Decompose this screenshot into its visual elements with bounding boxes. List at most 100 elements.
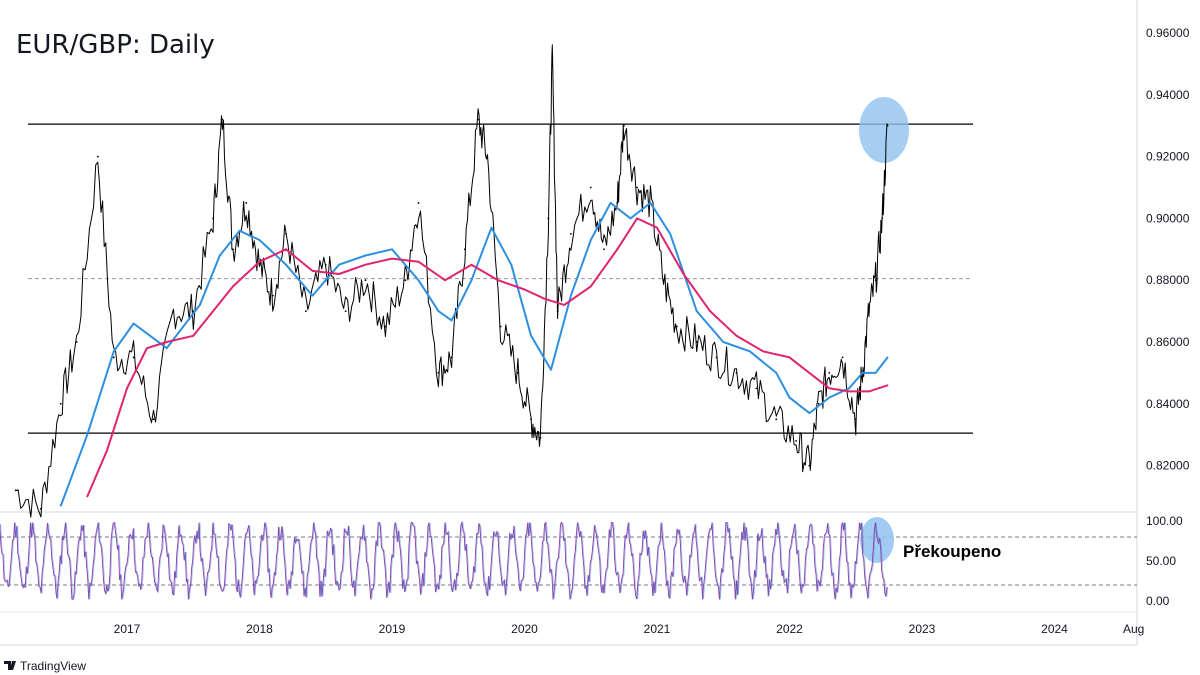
fast-ma-point [437,310,440,312]
price-point [603,248,605,251]
oscillator-tick-label: 0.00 [1146,594,1170,608]
oscillator-series-group [0,520,889,601]
time-tick-label: Aug [1123,622,1144,636]
overbought-price-circle [859,97,909,163]
slow-ma-point [788,356,791,359]
price-point [417,202,420,204]
fast-ma-point [629,217,632,220]
fast-ma-point [165,347,168,350]
fast-ma-point [258,239,261,241]
time-tick-label: 2023 [909,622,936,636]
price-point [112,356,115,359]
price-point [881,217,884,220]
slow-ma-point [212,310,215,312]
price-tick-label: 0.86000 [1146,335,1190,349]
tradingview-logo-icon [4,661,16,670]
fast-ma-point [391,248,393,251]
price-point [795,439,798,442]
fast-ma-point [886,356,889,359]
price-point [828,372,831,374]
fast-ma-point [748,350,751,353]
fast-ma-point [848,387,851,390]
tradingview-logo[interactable]: TradingView [4,659,86,673]
price-point [841,356,844,359]
fast-ma-point [569,294,572,297]
price-point [285,232,287,235]
price-point [486,155,489,158]
slow-ma-point [391,257,393,260]
slow-ma-point [86,495,89,498]
slow-ma-point [563,304,566,306]
fast-ma-point [669,232,672,235]
slow-ma-point [543,297,546,300]
price-point [662,279,665,282]
fast-ma-point [198,304,201,306]
price-point [304,310,307,312]
fast-ma-point [218,254,221,257]
slow-ma-point [192,334,195,337]
price-point [437,372,440,374]
fast-ma-point [112,350,115,353]
price-point [695,341,698,343]
price-point [245,202,248,204]
price-point [868,310,870,312]
overbought-oscillator-circle [860,517,894,563]
slow-ma-point [470,263,473,266]
price-point [132,356,135,359]
price-point [14,489,17,492]
slow-ma-point [808,372,811,374]
fast-ma-point [470,279,473,282]
price-point [96,155,99,158]
price-point [463,248,466,251]
slow-ma-point [682,273,685,275]
price-point [258,263,261,266]
fast-ma-point [722,341,725,343]
time-tick-label: 2022 [776,622,803,636]
price-point [324,263,327,266]
tradingview-brand-text: TradingView [20,659,86,673]
fast-ma-point [338,263,340,266]
price-point [271,294,274,297]
slow-ma-point [258,260,261,263]
price-series-group [14,44,889,518]
price-point [616,202,619,204]
time-tick-label: 2024 [1041,622,1068,636]
stochastic-signal-line [0,521,889,600]
fast-ma-point [132,322,135,325]
slow-ma-point [444,279,446,282]
fast-ma-point [788,396,791,399]
slow-ma-point [338,273,340,275]
horizontal-levels [28,123,973,434]
price-point [59,402,62,405]
slow-ma-point [232,285,234,288]
fast-ma-point [609,202,612,204]
slow-ma-point [311,270,314,272]
fast-ma-point [828,396,831,399]
price-point [539,436,542,439]
slow-ma-point [828,387,831,390]
price-tick-label: 0.88000 [1146,273,1190,287]
price-point [364,279,367,282]
price-point [715,356,718,359]
slow-ma-point [709,310,711,312]
fast-ma-point [861,372,864,374]
price-line [15,44,889,518]
fast-ma-point [589,239,592,241]
price-point [874,279,877,282]
price-point [172,310,175,312]
price-point [551,56,554,59]
price-point [477,118,480,121]
fast-ma-point [364,254,367,257]
slow-ma-point [165,341,168,343]
price-tick-label: 0.94000 [1146,88,1190,102]
fast-ma-point [238,229,241,232]
fast-ma-point [59,504,62,507]
price-point [808,464,811,467]
price-point [39,507,42,510]
price-point [404,279,407,282]
slow-ma-point [848,390,851,393]
fast-ma-point [450,319,453,322]
slow-ma-point [497,279,499,282]
fast-ma-point [808,412,811,414]
